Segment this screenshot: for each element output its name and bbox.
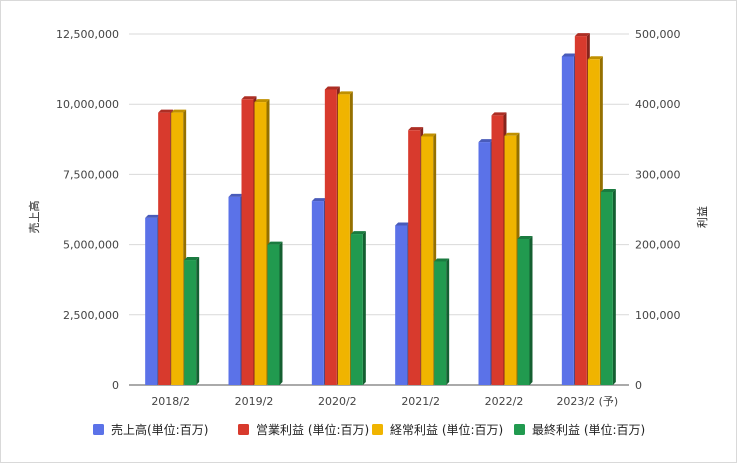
right-tick-label: 200,000: [635, 239, 681, 252]
bar: [574, 33, 590, 386]
bar: [324, 86, 340, 385]
bar: [517, 235, 533, 385]
bar: [504, 132, 520, 385]
bar: [408, 127, 424, 385]
left-tick-label: 7,500,000: [63, 168, 119, 181]
left-axis-title: 売上高: [27, 201, 41, 234]
bar: [254, 99, 270, 386]
bar: [491, 112, 507, 385]
left-tick-label: 2,500,000: [63, 309, 119, 322]
x-tick-label: 2020/2: [318, 395, 357, 408]
legend-label: 最終利益 (単位:百万): [532, 422, 645, 437]
left-tick-label: 0: [112, 379, 119, 392]
right-tick-label: 400,000: [635, 98, 681, 111]
left-tick-label: 5,000,000: [63, 239, 119, 252]
legend-swatch: [372, 424, 383, 435]
legend-label: 経常利益 (単位:百万): [390, 422, 503, 437]
bar: [561, 53, 577, 386]
bars: [145, 33, 616, 386]
legend-swatch: [514, 424, 525, 435]
legend-item[interactable]: 営業利益 (単位:百万): [238, 422, 369, 437]
legend-label: 営業利益 (単位:百万): [256, 422, 369, 437]
gridlines: [129, 33, 629, 386]
right-axis-ticks: 0 100,000 200,000 300,000 400,000 500,000: [635, 28, 681, 392]
bar: [395, 222, 411, 385]
bar: [171, 109, 187, 386]
legend-item[interactable]: 売上高(単位:百万): [93, 422, 208, 437]
x-tick-label: 2023/2 (予): [556, 395, 618, 408]
bar: [145, 214, 161, 385]
bar: [600, 188, 616, 385]
bar: [158, 109, 174, 386]
legend-item[interactable]: 最終利益 (単位:百万): [514, 422, 645, 437]
right-tick-label: 300,000: [635, 168, 681, 181]
bar: [478, 139, 494, 385]
legend-swatch: [238, 424, 249, 435]
bar: [228, 193, 244, 385]
bar: [241, 96, 257, 385]
bar: [587, 56, 603, 385]
x-tick-label: 2018/2: [151, 395, 190, 408]
x-tick-label: 2019/2: [235, 395, 274, 408]
right-tick-label: 500,000: [635, 28, 681, 41]
legend-item[interactable]: 経常利益 (単位:百万): [372, 422, 503, 437]
bar: [267, 241, 283, 385]
legend: 売上高(単位:百万) 営業利益 (単位:百万) 経常利益 (単位:百万) 最終利益 (…: [93, 422, 645, 437]
x-axis-labels: 2018/2 2019/2 2020/2 2021/2 2022/2 2023/2 (予): [151, 395, 618, 408]
x-tick-label: 2022/2: [485, 395, 524, 408]
legend-swatch: [93, 424, 104, 435]
bar: [337, 91, 353, 385]
right-tick-label: 100,000: [635, 309, 681, 322]
bar: [311, 198, 327, 385]
right-axis-title: 利益: [695, 206, 709, 228]
bar: [434, 258, 450, 385]
legend-label: 売上高(単位:百万): [111, 422, 208, 437]
bar: [421, 133, 437, 385]
left-tick-label: 10,000,000: [56, 98, 119, 111]
right-tick-label: 0: [635, 379, 642, 392]
left-tick-label: 12,500,000: [56, 28, 119, 41]
bar: [184, 257, 200, 385]
x-tick-label: 2021/2: [401, 395, 440, 408]
bar: [350, 231, 366, 385]
left-axis-ticks: 0 2,500,000 5,000,000 7,500,000 10,000,000 12…: [56, 28, 119, 392]
